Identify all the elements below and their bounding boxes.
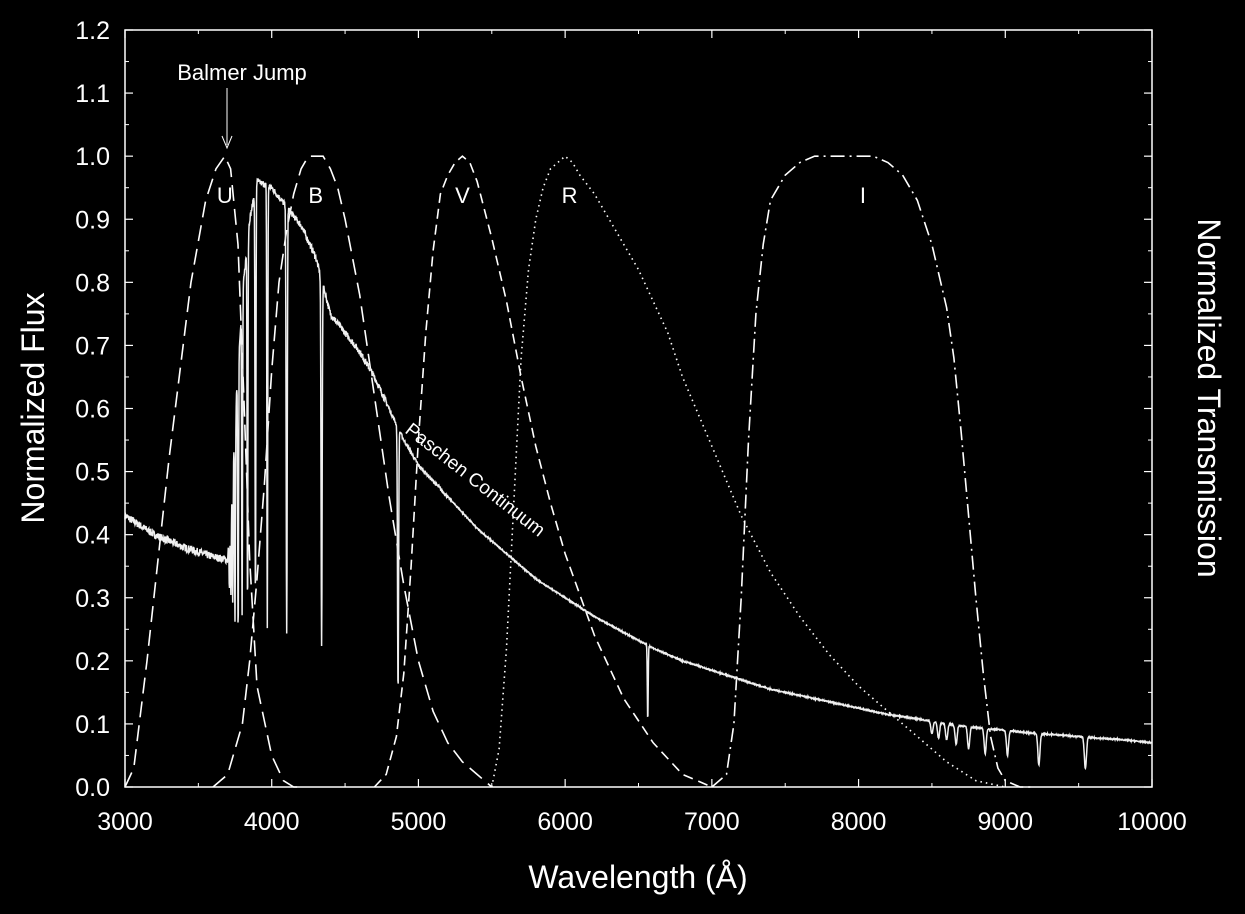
y-tick-label: 0.0 (75, 774, 110, 802)
x-tick-label: 4000 (244, 808, 300, 836)
filter-label-R: R (562, 183, 578, 208)
plot-frame (124, 29, 1153, 788)
spectrum (124, 177, 1153, 771)
axis-ticks: 3000 4000 5000 6000 7000 8000 9000 10000 0.0 0.1 0… (75, 17, 1187, 836)
y-tick-label: 1.1 (75, 80, 110, 108)
filter-curve-V (373, 155, 713, 788)
x-axis-title: Wavelength (Å) (528, 859, 747, 895)
filter-label-I: I (860, 183, 866, 208)
y-tick-label: 0.9 (75, 206, 110, 234)
x-tick-label: 8000 (831, 808, 887, 836)
y-axis-title: Normalized Flux (15, 292, 51, 523)
filter-label-B: B (308, 183, 323, 208)
filter-curve-R (491, 155, 1006, 788)
x-tick-label: 10000 (1117, 808, 1187, 836)
y-tick-label: 0.4 (75, 522, 110, 550)
x-tick-label: 9000 (977, 808, 1033, 836)
y2-axis-title: Normalized Transmission (1191, 218, 1227, 577)
y-tick-label: 0.2 (75, 648, 110, 676)
balmer-jump-label: Balmer Jump (177, 60, 307, 85)
y-tick-label: 0.5 (75, 459, 110, 487)
y-tick-label: 0.7 (75, 332, 110, 360)
x-tick-label: 3000 (97, 808, 153, 836)
x-tick-label: 6000 (537, 808, 593, 836)
y-tick-label: 0.6 (75, 396, 110, 424)
y-tick-label: 0.1 (75, 711, 110, 739)
filter-label-U: U (217, 183, 233, 208)
balmer-jump-arrowhead (221, 135, 233, 150)
y-tick-label: 0.3 (75, 585, 110, 613)
y-tick-label: 1.0 (75, 143, 110, 171)
y-tick-label: 1.2 (75, 17, 110, 45)
filter-curve-U (124, 154, 302, 788)
y-tick-label: 0.8 (75, 269, 110, 297)
x-tick-label: 5000 (391, 808, 447, 836)
filter-label-V: V (455, 183, 470, 208)
spectrum-line (124, 177, 1153, 771)
x-tick-label: 7000 (684, 808, 740, 836)
